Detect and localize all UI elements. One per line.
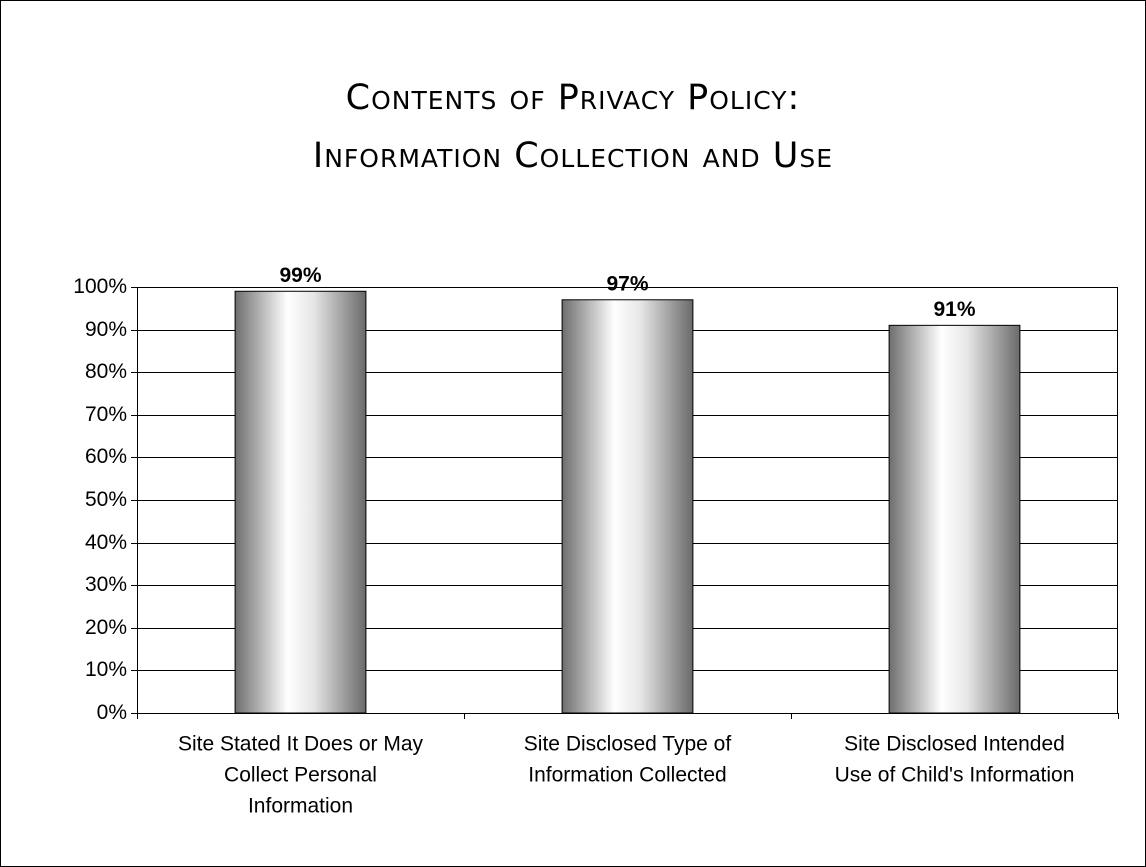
value-label: 99% bbox=[279, 264, 321, 287]
y-tick-label: 40% bbox=[85, 531, 127, 554]
y-tick-label: 10% bbox=[85, 658, 127, 681]
y-tick-label: 20% bbox=[85, 616, 127, 639]
x-tick-label: Information Collected bbox=[528, 764, 726, 787]
chart-title: Information Collection and Use bbox=[313, 136, 833, 176]
x-tick-label: Site Disclosed Type of bbox=[524, 733, 732, 756]
bar bbox=[561, 299, 694, 714]
y-tick-label: 30% bbox=[85, 573, 127, 596]
bar bbox=[234, 290, 367, 714]
x-tick-label: Site Disclosed Intended bbox=[844, 733, 1065, 756]
bar bbox=[888, 324, 1021, 714]
value-label: 91% bbox=[933, 298, 975, 321]
x-tick-label: Collect Personal bbox=[224, 764, 377, 787]
y-tick-label: 70% bbox=[85, 403, 127, 426]
y-tick-label: 90% bbox=[85, 318, 127, 341]
value-label: 97% bbox=[606, 272, 648, 295]
y-tick-label: 100% bbox=[73, 275, 127, 298]
y-tick-label: 60% bbox=[85, 445, 127, 468]
x-tick-label: Use of Child's Information bbox=[835, 764, 1075, 787]
y-tick-label: 0% bbox=[97, 701, 127, 724]
x-tick-label: Information bbox=[248, 795, 353, 818]
y-tick-label: 50% bbox=[85, 488, 127, 511]
chart-title: Contents of Privacy Policy: bbox=[346, 78, 801, 118]
y-tick-label: 80% bbox=[85, 360, 127, 383]
x-tick-label: Site Stated It Does or May bbox=[178, 733, 424, 756]
